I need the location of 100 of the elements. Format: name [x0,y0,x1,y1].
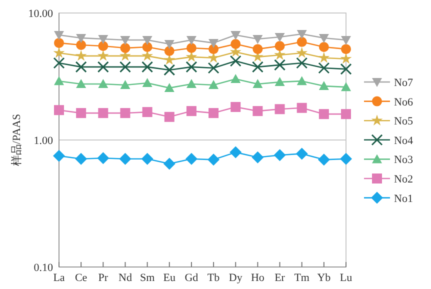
point [340,152,352,165]
y-tick-label: 0.10 [34,262,54,274]
point [142,36,152,45]
point [252,79,263,88]
point [186,106,196,116]
point [54,38,64,48]
point [230,74,241,84]
point [274,49,286,60]
point [142,78,152,88]
point [208,108,219,118]
point [119,61,131,73]
point [98,79,108,88]
point [76,34,86,43]
x-tick-label: Yb [317,272,332,284]
legend-label: No4 [394,134,414,147]
point [274,104,285,114]
point [97,61,109,73]
x-tick-label: Tm [294,272,310,284]
point [163,158,176,170]
point [252,61,264,73]
point [98,40,108,51]
legend-label: No3 [394,154,414,166]
point [230,102,241,112]
point [186,79,196,88]
point [274,33,285,42]
point [142,107,152,118]
y-tick-label: 1.00 [34,135,54,147]
point [186,43,196,54]
point [230,39,241,50]
legend-label: No2 [394,174,413,186]
point [120,108,130,118]
point [252,106,263,116]
point [341,36,351,45]
point [164,40,174,50]
point [54,76,64,86]
point [53,47,65,58]
point [252,44,263,54]
point [119,152,132,165]
point [54,31,64,40]
point [142,42,152,52]
point [75,61,87,73]
point [318,81,329,90]
point [296,47,308,58]
point [53,150,65,162]
point [274,77,285,86]
point [164,46,174,56]
point [120,80,130,90]
point [98,35,108,44]
point [164,64,176,76]
point [252,151,264,164]
point [98,108,108,118]
x-tick-label: Lu [340,272,353,284]
legend-label: No7 [394,77,414,89]
point [54,105,64,116]
point [296,57,308,69]
point [208,80,219,90]
point [53,57,65,69]
point [76,79,86,88]
x-tick-label: Eu [163,272,176,284]
point [141,152,154,165]
point [76,40,86,50]
x-tick-label: Dy [228,272,243,284]
point [296,30,307,40]
point [230,31,241,40]
point [120,43,130,54]
x-tick-label: Er [274,272,286,284]
legend-label: No5 [394,116,414,128]
x-tick-label: Ce [74,272,88,284]
point [164,82,174,92]
legend-label: No1 [394,192,413,205]
point [274,149,286,162]
point [208,38,219,48]
point [296,148,308,160]
point [97,50,109,61]
point [120,36,130,45]
x-tick-label: Pr [98,272,108,284]
point [318,52,330,63]
point [318,154,330,166]
legend-label: No6 [394,96,414,108]
point [185,152,198,165]
point [186,36,196,45]
point [296,102,307,113]
point [318,42,329,52]
point [252,35,263,44]
point [274,40,285,51]
x-tick-label: Ho [250,272,265,284]
x-tick-label: La [53,272,65,284]
point [97,152,110,164]
point [296,76,307,86]
x-tick-label: Tb [207,272,220,284]
point [75,50,87,61]
point [318,109,329,120]
point [341,82,351,92]
y-tick-label: 10.00 [28,8,54,20]
x-tick-label: Nd [118,272,132,284]
point [341,109,351,120]
y-axis-title: 样品/PAAS [11,114,23,166]
point [75,152,88,165]
point [186,61,198,73]
point [318,62,330,74]
